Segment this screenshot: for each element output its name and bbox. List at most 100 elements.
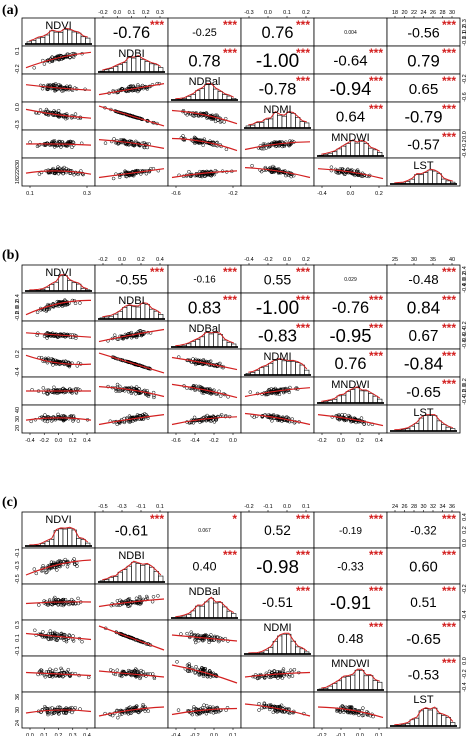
smooth-line (98, 139, 165, 149)
matrix-cell (240, 73, 315, 103)
matrix-panel-0: (a)NDVI -0.76 ***-0.25*** 0.76 ***0.004 -0.56… (2, 3, 468, 197)
axis-tick-label: -0.2 (317, 438, 326, 444)
significance-stars: *** (296, 46, 310, 60)
matrix-cell (240, 547, 315, 585)
scatter-point (115, 668, 120, 672)
correlation-value: -1.00 (256, 51, 299, 72)
histogram-bar (217, 334, 223, 348)
axis-tick-label: 40 (15, 407, 21, 413)
correlation-value: 0.004 (344, 30, 357, 36)
histogram-bar (290, 640, 296, 655)
significance-stars: *** (223, 293, 237, 307)
histogram-bar (295, 362, 301, 376)
histogram-bar (71, 31, 77, 45)
scatter-point (281, 667, 286, 671)
axis-tick-label: -0.1 (15, 646, 21, 655)
histogram-bar (372, 149, 378, 157)
axis-tick-label: 26 (430, 10, 436, 16)
axis-tick-label: -0.2 (15, 311, 21, 320)
correlation-value: -0.55 (115, 271, 147, 287)
scatter-point (63, 388, 68, 393)
histogram-bar (122, 307, 128, 320)
smooth-line (98, 598, 165, 608)
scatter-point (145, 87, 150, 91)
correlation-value: 0.52 (264, 523, 291, 538)
axis-tick-label: 30 (420, 504, 426, 510)
scatter-point (49, 419, 54, 423)
significance-stars: *** (296, 548, 310, 562)
axis-tick-label: -0.4 (15, 367, 21, 376)
axis-tick-label: 0.0 (264, 10, 272, 16)
histogram-bar (286, 361, 292, 376)
variable-label: MNDWI (331, 132, 370, 144)
scatter-point (51, 141, 56, 145)
axis-tick-label: -0.4 (462, 395, 468, 404)
significance-stars: *** (369, 349, 383, 363)
scatter-point (212, 420, 217, 424)
smooth-line (25, 709, 92, 714)
histogram-bar (436, 420, 442, 432)
histogram-bar (49, 284, 55, 292)
panel-label: (c) (2, 495, 18, 510)
axis-tick-label: -0.2 (15, 64, 21, 73)
significance-stars: *** (369, 620, 383, 634)
histogram-bar (49, 539, 55, 547)
histogram-bar (135, 563, 141, 583)
scatter-point (198, 420, 202, 424)
scatter-point (144, 597, 148, 602)
histogram-bar (62, 528, 68, 547)
axis-tick-label: 0.1 (302, 504, 310, 510)
axis-tick-label: -0.2 (462, 584, 468, 593)
axis-tick-label: 0.4 (156, 257, 164, 263)
scatter-point (78, 301, 82, 305)
axis-tick-label: -0.3 (117, 504, 126, 510)
scatter-point (71, 600, 75, 605)
scatter-point (43, 675, 48, 679)
matrix-cell (386, 292, 461, 322)
matrix-panel-1: (b)NDVI -0.55 ***-0.16*** 0.55 ***0.029 -0.48… (2, 248, 468, 444)
histogram-bar (268, 363, 274, 376)
histogram-bar (281, 633, 287, 655)
scatter-point (347, 413, 351, 418)
matrix-cell (386, 129, 461, 159)
axis-tick-label: -0.2 (190, 733, 199, 736)
matrix-cell (386, 264, 461, 294)
axis-tick-label: -0.4 (462, 148, 468, 157)
axis-tick-label: 0.2 (137, 257, 145, 263)
significance-stars: *** (296, 512, 310, 526)
correlation-value: -0.84 (404, 354, 444, 374)
scatter-point (59, 631, 64, 636)
histogram-bar (53, 281, 59, 292)
scatter-point (335, 171, 340, 175)
density-curve (29, 526, 89, 546)
histogram-bar (80, 539, 86, 547)
scatter-point (59, 57, 64, 62)
scatter-point (288, 668, 293, 672)
axis-tick-label: -0.2 (98, 257, 107, 263)
scatter-point (59, 666, 63, 671)
scatter-point (72, 333, 77, 338)
scatter-point (50, 669, 55, 673)
variable-label: NDBI (118, 48, 144, 60)
scatter-point (340, 704, 345, 708)
axis-tick-label: 0.3 (156, 10, 164, 16)
scatter-point (141, 702, 145, 707)
axis-tick-label: 0.2 (375, 191, 383, 197)
histogram-bar (222, 606, 228, 619)
correlation-value: -1.00 (256, 298, 299, 319)
axis-tick-label: 0.1 (156, 504, 164, 510)
significance-stars: *** (442, 46, 456, 60)
scatter-point (47, 599, 52, 604)
axis-tick-label: -0.1 (462, 36, 468, 45)
correlation-value: -0.33 (337, 560, 363, 573)
smooth-line (25, 299, 92, 316)
scatter-point (68, 84, 72, 89)
variable-label: NDBI (118, 295, 144, 307)
scatter-point (353, 173, 357, 178)
scatter-point (134, 600, 139, 604)
significance-stars: *** (223, 548, 237, 562)
smooth-line (25, 601, 92, 605)
scatter-point (176, 708, 181, 712)
axis-tick-label: 0.1 (40, 733, 48, 736)
scatter-point (61, 386, 66, 391)
